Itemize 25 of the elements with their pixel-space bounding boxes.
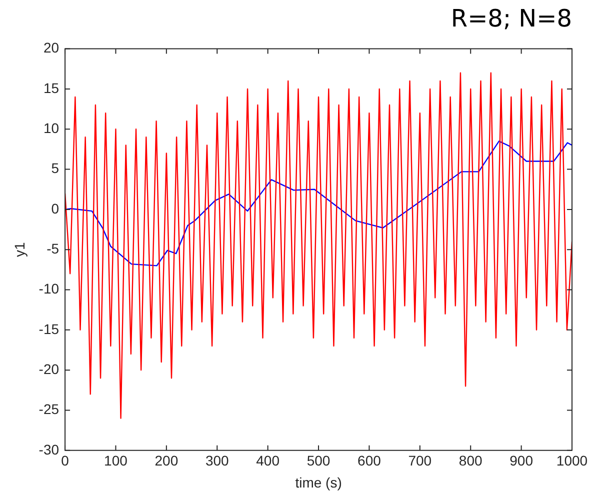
x-tick-label: 700	[408, 452, 432, 469]
x-tick-label: 100	[104, 452, 128, 469]
x-tick-label: 0	[61, 452, 70, 469]
x-axis-title: time (s)	[295, 474, 342, 490]
y-tick-label: 15	[43, 80, 60, 96]
x-tick-label: 800	[458, 452, 482, 469]
x-tick-label: 400	[256, 452, 280, 469]
y-axis-title: y1	[11, 242, 28, 257]
y-tick-label: -25	[38, 401, 60, 418]
y-tick-label: 0	[51, 200, 60, 216]
x-tick-label: 600	[358, 452, 382, 469]
y-tick-label: -5	[46, 240, 60, 256]
x-tick-label: 300	[205, 452, 230, 469]
x-tick-label: 1000	[556, 452, 588, 469]
y-tick-label: 10	[43, 120, 60, 136]
x-tick-label: 900	[510, 452, 534, 469]
y-tick-label: -30	[38, 441, 60, 458]
y-tick-label: 5	[51, 160, 60, 176]
y-tick-label: -10	[38, 280, 60, 297]
x-tick-label: 500	[306, 452, 330, 469]
y-tick-label: -15	[38, 320, 60, 337]
y-tick-label: 20	[43, 40, 60, 56]
chart-title: R=8; N=8	[450, 4, 572, 33]
y-tick-label: -20	[38, 360, 60, 377]
x-tick-label: 200	[154, 452, 178, 469]
